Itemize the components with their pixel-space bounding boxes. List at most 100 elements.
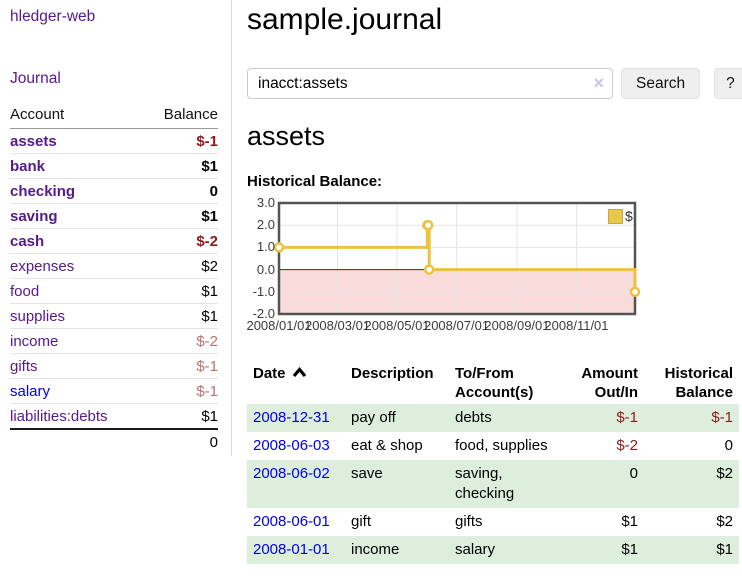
account-row: supplies $1 — [10, 303, 218, 329]
sort-ascending-icon — [292, 367, 306, 378]
account-link-bank[interactable]: bank — [10, 157, 46, 175]
chart-plot — [273, 201, 641, 316]
account-balance: $1 — [143, 403, 218, 429]
account-balance: $1 — [143, 303, 218, 329]
page-title: sample.journal — [247, 3, 443, 36]
account-row: cash $-2 — [10, 228, 218, 254]
account-link-assets[interactable]: assets — [10, 132, 57, 150]
account-link-cash[interactable]: cash — [10, 232, 45, 250]
accounts-total-row: 0 — [10, 428, 218, 454]
transaction-description: gift — [351, 513, 372, 530]
search-input[interactable] — [247, 68, 613, 99]
account-row: food $1 — [10, 278, 218, 304]
clear-search-icon[interactable]: × — [593, 73, 604, 93]
transaction-accounts: food, supplies — [455, 437, 548, 454]
x-axis-tick-label: 2008/11/01 — [544, 318, 609, 333]
account-link-gifts[interactable]: gifts — [10, 357, 38, 375]
y-axis-tick-label: 3.0 — [256, 195, 275, 210]
account-link-food[interactable]: food — [10, 282, 40, 300]
accounts-column-balance: Balance — [143, 103, 218, 129]
x-axis-tick-label: 2008/03/01 — [304, 318, 371, 333]
account-heading: assets — [247, 121, 326, 151]
chart-legend: $ — [608, 208, 633, 224]
transaction-description: eat & shop — [351, 437, 423, 454]
transaction-date-link[interactable]: 2008-12-31 — [253, 409, 330, 426]
account-row: checking 0 — [10, 178, 218, 204]
account-balance: $-1 — [143, 353, 218, 379]
register-column-to-from: To/From Account(s) — [455, 365, 534, 401]
y-axis-tick-label: 1.0 — [256, 239, 275, 255]
legend-label: $ — [625, 208, 633, 224]
account-row: assets $-1 — [10, 129, 218, 154]
y-axis-tick-label: 2.0 — [256, 217, 275, 233]
transaction-date-link[interactable]: 2008-06-02 — [253, 465, 330, 482]
sidebar: hledger-web Journal Account Balance asse… — [0, 0, 232, 564]
register-table: Date Description To/From Account(s) Amount Ou… — [247, 362, 739, 564]
transaction-date-link[interactable]: 2008-06-03 — [253, 437, 330, 454]
accounts-table: Account Balance assets $-1 bank $1 checking 0… — [10, 103, 218, 454]
transaction-balance: 0 — [724, 437, 733, 454]
search-form: × Search ? — [247, 68, 742, 99]
register-column-amount: Amount Out/In — [581, 365, 638, 401]
transaction-balance: $2 — [716, 465, 733, 482]
account-link-salary[interactable]: salary — [10, 382, 51, 400]
legend-swatch-icon — [608, 208, 623, 224]
transaction-amount: $1 — [621, 513, 638, 530]
transaction-description: save — [351, 465, 383, 482]
search-button[interactable]: Search — [621, 68, 701, 99]
account-link-supplies[interactable]: supplies — [10, 307, 66, 325]
transaction-date-link[interactable]: 2008-01-01 — [253, 541, 330, 558]
historical-balance-chart[interactable]: $ 3.0 2.0 1.0 0.0 -1.0 -2.0 2008/01/01 2008/03/… — [246, 195, 667, 336]
account-row: gifts $-1 — [10, 353, 218, 379]
register-column-historical: Historical Balance — [664, 365, 733, 401]
app-brand-link[interactable]: hledger-web — [10, 8, 96, 25]
register-column-description: Description — [351, 365, 434, 382]
transaction-accounts: gifts — [455, 513, 483, 530]
hledger-web-app: hledger-web Journal Account Balance asse… — [0, 0, 742, 564]
register-row: 2008-06-01 gift gifts $1 $2 — [247, 508, 739, 536]
transaction-accounts: debts — [455, 409, 492, 426]
transaction-description: pay off — [351, 409, 396, 426]
main-content: sample.journal × Search ? assets Histori… — [232, 0, 742, 564]
account-balance: $1 — [143, 203, 218, 229]
account-row: saving $1 — [10, 203, 218, 229]
help-button[interactable]: ? — [714, 68, 742, 99]
register-row: 2008-06-03 eat & shop food, supplies $-2 0 — [247, 432, 739, 460]
x-axis-tick-label: 2008/01/01 — [246, 318, 312, 333]
transaction-balance: $1 — [716, 541, 733, 558]
register-row: 2008-01-01 income salary $1 $1 — [247, 536, 739, 564]
y-axis-tick-label: 0.0 — [256, 261, 275, 277]
accounts-column-account: Account — [10, 103, 144, 129]
account-balance: $-2 — [143, 228, 218, 254]
register-row: 2008-06-02 save saving, checking 0 $2 — [247, 460, 739, 508]
account-balance: 0 — [143, 178, 218, 204]
account-link-checking[interactable]: checking — [10, 182, 76, 200]
transaction-amount: $-1 — [616, 409, 638, 426]
accounts-total-value: 0 — [143, 428, 218, 454]
account-link-income[interactable]: income — [10, 332, 59, 350]
nav-journal-link[interactable]: Journal — [10, 70, 61, 87]
y-axis-tick-label: -2.0 — [252, 306, 275, 321]
transaction-accounts: salary — [455, 541, 496, 558]
account-balance: $-2 — [143, 328, 218, 354]
transaction-balance: $2 — [716, 513, 733, 530]
transaction-date-link[interactable]: 2008-06-01 — [253, 513, 330, 530]
account-balance: $-1 — [143, 378, 218, 404]
account-balance: $2 — [143, 253, 218, 279]
account-balance: $1 — [143, 278, 218, 304]
account-link-liabilities-debts[interactable]: liabilities:debts — [10, 407, 108, 425]
y-axis-tick-label: -1.0 — [252, 283, 275, 299]
x-axis-tick-label: 2008/07/01 — [423, 318, 490, 333]
search-box: × — [247, 68, 613, 99]
register-column-date[interactable]: Date — [247, 362, 345, 404]
account-link-saving[interactable]: saving — [10, 207, 58, 225]
account-row: expenses $2 — [10, 253, 218, 279]
transaction-accounts: saving, checking — [455, 465, 515, 502]
transaction-balance: $-1 — [711, 409, 733, 426]
account-row: income $-2 — [10, 328, 218, 354]
account-balance: $-1 — [196, 132, 218, 150]
transaction-amount: $-2 — [616, 437, 638, 454]
account-link-expenses[interactable]: expenses — [10, 257, 75, 275]
chart-title: Historical Balance: — [247, 173, 383, 190]
transaction-amount: 0 — [629, 465, 638, 482]
